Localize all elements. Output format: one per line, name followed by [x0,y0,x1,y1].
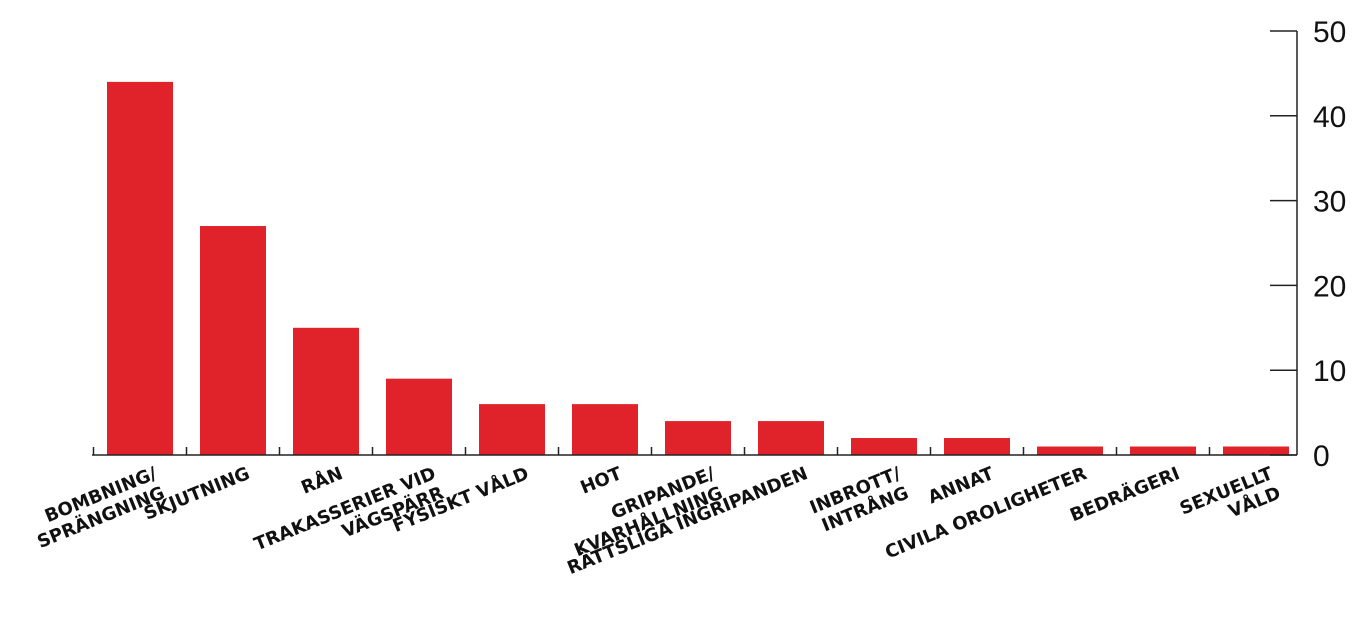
category-label-2: RÅN [298,461,346,498]
bar-12 [1223,446,1289,455]
bar-11 [1130,446,1196,455]
bar-0 [107,81,173,455]
bar-5 [572,404,638,455]
category-label-line: RÅN [298,461,346,498]
bar-8 [851,438,917,455]
category-label-line: HOT [577,463,625,499]
y-axis: 0 10 20 30 40 50 [1270,16,1346,473]
y-tick-label-2: 20 [1313,270,1346,303]
y-tick-label-1: 10 [1313,355,1346,388]
bar-2 [293,327,359,455]
bar-10 [1037,446,1103,455]
y-tick-label-3: 30 [1313,186,1346,219]
bar-6 [665,421,731,455]
y-tick-label-4: 40 [1313,101,1346,134]
bar-9 [944,438,1010,455]
category-label-5: HOT [577,463,625,499]
bar-1 [200,226,266,455]
category-label-8: INBROTT/INTRÅNG [807,463,912,536]
bar-3 [386,378,452,455]
x-axis [92,447,1297,456]
y-tick-label-0: 0 [1313,440,1330,473]
bars-group [107,81,1289,455]
bar-7 [758,421,824,455]
y-tick-label-5: 50 [1313,16,1346,49]
bar-4 [479,404,545,455]
